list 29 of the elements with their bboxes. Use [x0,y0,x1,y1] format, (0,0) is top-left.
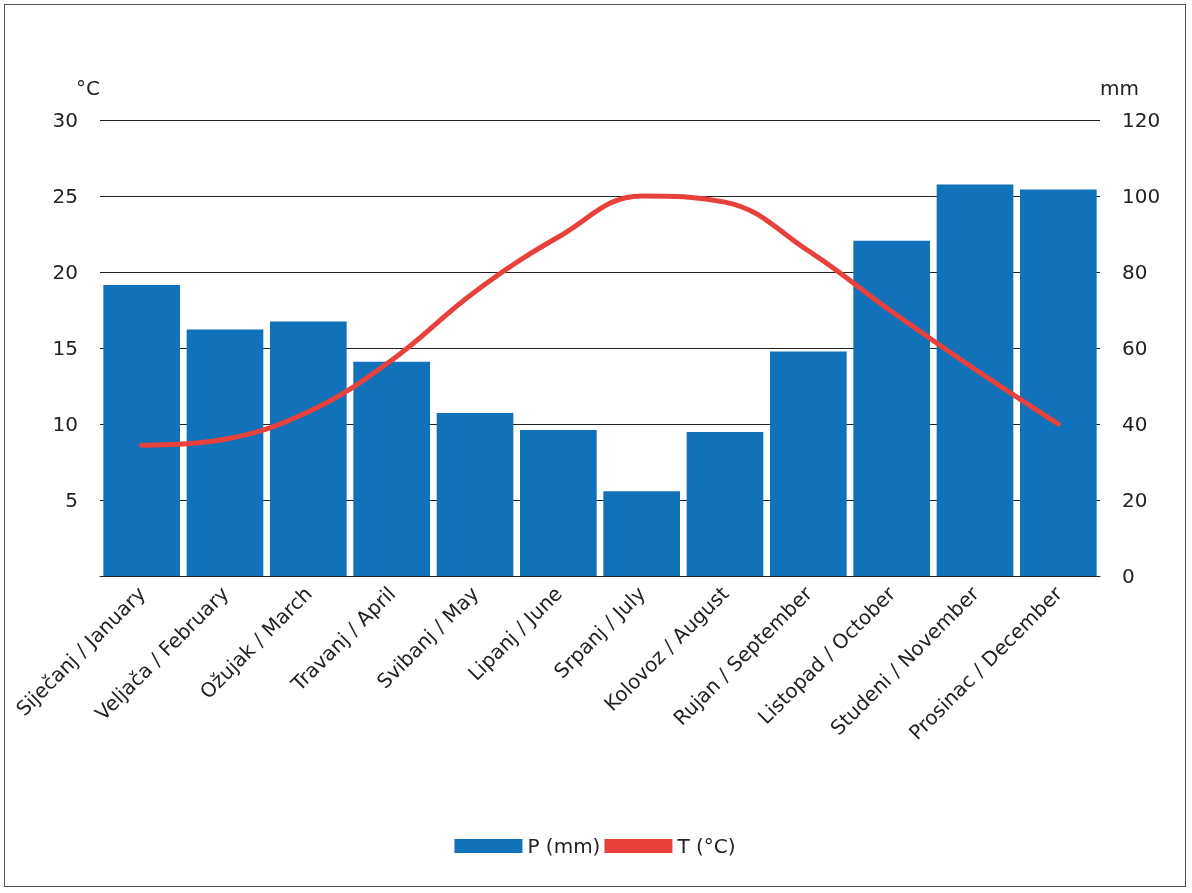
bar [770,351,847,576]
y-tick-label: 15 [52,336,78,360]
bar [853,240,930,576]
bar [103,284,180,576]
legend-label: P (mm) [527,834,601,858]
y-tick-label: 10 [52,412,78,436]
bar [436,412,514,576]
bar [1020,189,1097,576]
y-tick-label: 20 [52,260,78,284]
bar [270,321,347,576]
bar [686,431,764,576]
y2-axis-title: mm [1100,76,1139,100]
legend-label: T (°C) [676,834,736,858]
y-tick-label: 25 [52,184,78,208]
bar [603,491,680,576]
y2-tick-label: 40 [1122,412,1148,436]
y-tick-label: 30 [52,108,78,132]
y-tick-label: 5 [65,488,78,512]
y2-tick-label: 120 [1122,108,1161,132]
y-axis-title: °C [76,76,100,100]
y2-tick-label: 60 [1122,336,1148,360]
y2-tick-label: 100 [1122,184,1161,208]
bar [353,361,430,576]
y2-tick-label: 80 [1122,260,1148,284]
y2-tick-label: 20 [1122,488,1148,512]
bar [186,329,264,576]
bar [520,430,597,576]
bar [936,184,1014,576]
y2-tick-label: 0 [1122,564,1135,588]
